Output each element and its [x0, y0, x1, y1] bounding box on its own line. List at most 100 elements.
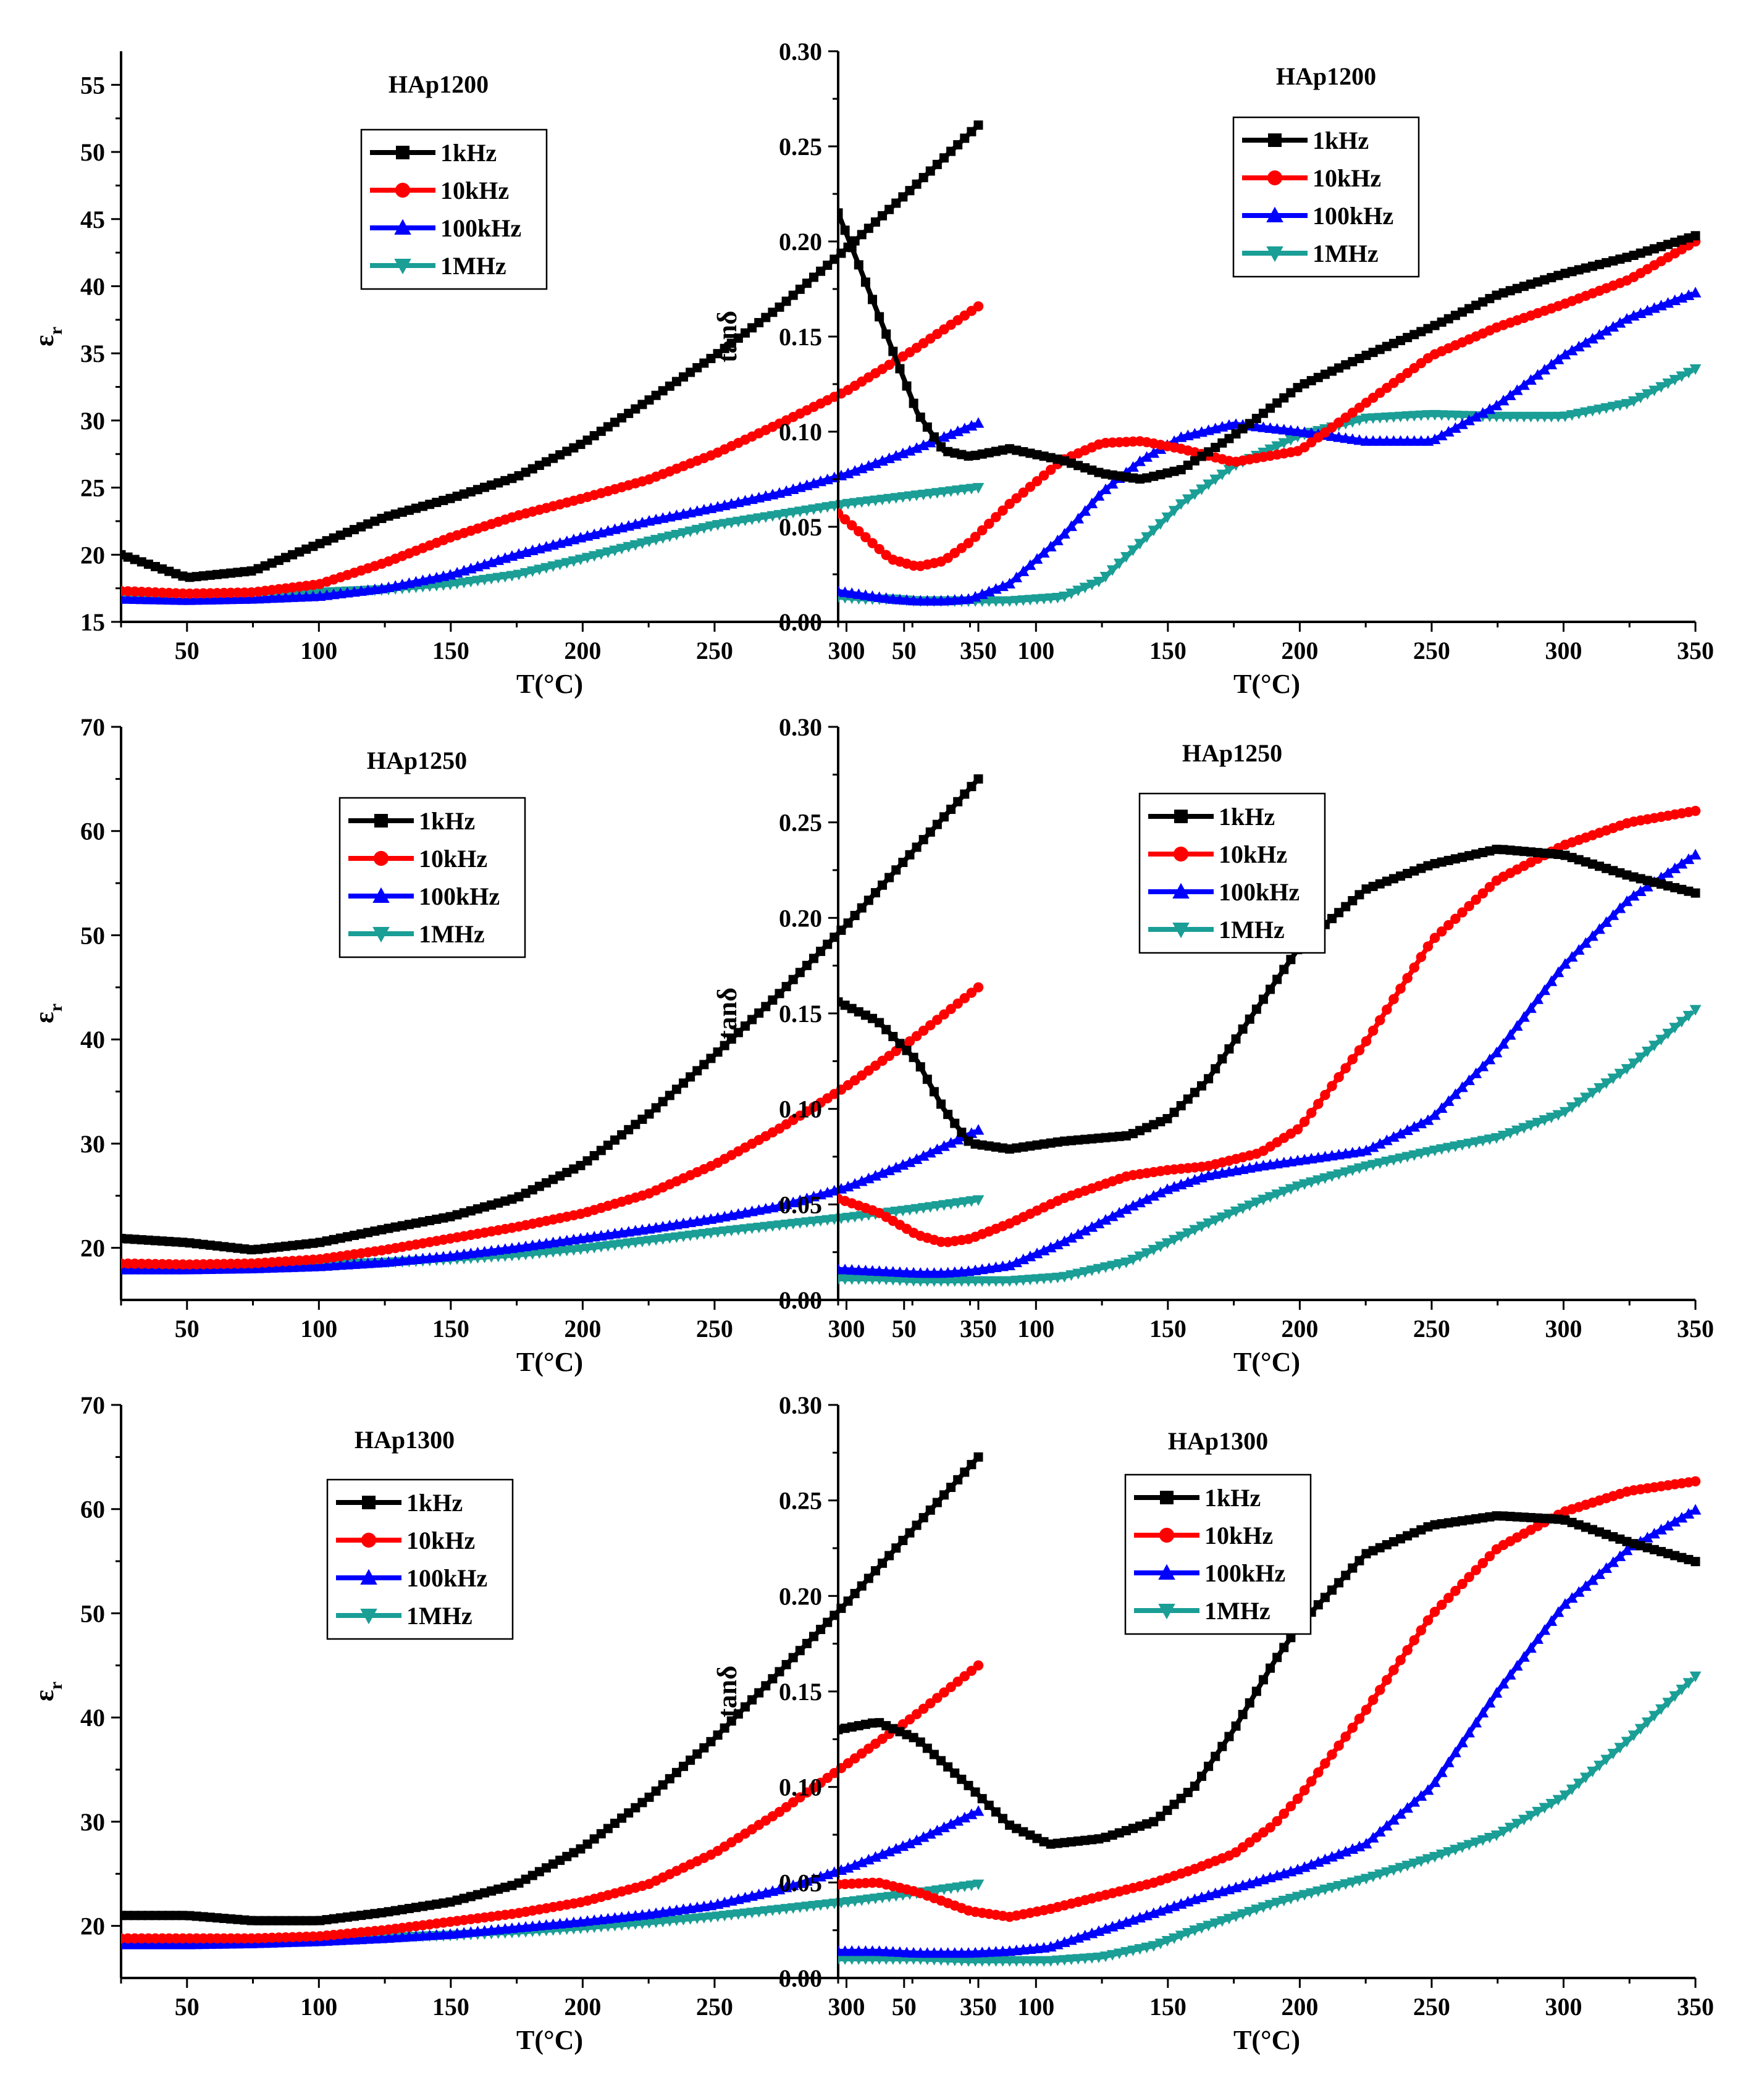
data-point [1402, 973, 1413, 984]
data-point [1689, 287, 1702, 298]
data-point [957, 1128, 967, 1138]
data-point [1614, 400, 1626, 411]
x-tick-label: 100 [300, 637, 337, 664]
data-point [965, 1880, 978, 1892]
data-point [1573, 1586, 1585, 1597]
data-point [924, 1828, 936, 1839]
data-point [875, 312, 884, 322]
y-axis-label-main: ε [29, 335, 59, 346]
data-point [1436, 926, 1447, 937]
data-point [1395, 983, 1406, 994]
data-point [1450, 1586, 1461, 1596]
data-point [1059, 527, 1070, 539]
data-point [1154, 1186, 1167, 1197]
data-point [1470, 411, 1482, 422]
data-point [909, 398, 918, 408]
data-point [1134, 1944, 1146, 1955]
data-point [1380, 1157, 1393, 1168]
data-point [1662, 1698, 1674, 1709]
data-point [1367, 1160, 1379, 1171]
x-tick-label: 300 [1545, 1993, 1582, 2021]
data-point [781, 1660, 791, 1670]
data-point [718, 1226, 731, 1238]
data-point [960, 789, 970, 799]
data-point [1279, 965, 1289, 974]
data-point [1086, 579, 1098, 591]
data-point [705, 521, 717, 532]
data-point [1209, 1215, 1222, 1226]
data-point [1367, 1141, 1379, 1152]
data-point [1113, 1207, 1125, 1218]
x-tick-label: 350 [1677, 637, 1714, 664]
data-point [1258, 1675, 1268, 1685]
data-point [952, 1198, 964, 1209]
data-point [1051, 1272, 1064, 1284]
data-point [1579, 937, 1592, 948]
data-point [1271, 441, 1283, 452]
data-point [1429, 1851, 1441, 1863]
data-point [1497, 1827, 1510, 1838]
legend-marker [1267, 170, 1283, 186]
data-point [472, 576, 484, 587]
data-point [760, 512, 772, 523]
data-point [1600, 1562, 1613, 1573]
data-point [870, 1170, 881, 1181]
data-point [1217, 1741, 1227, 1751]
data-point [1477, 888, 1489, 899]
data-point [1600, 1078, 1613, 1089]
data-point [581, 1243, 594, 1255]
data-point [1305, 1888, 1317, 1899]
data-point [1587, 1766, 1598, 1778]
data-point [1511, 1660, 1523, 1671]
data-point [1463, 414, 1475, 425]
data-point [1093, 1263, 1105, 1275]
data-point [1334, 1578, 1344, 1588]
data-point [1258, 994, 1268, 1004]
data-point [1264, 422, 1276, 433]
x-tick-label: 100 [300, 1993, 337, 2021]
data-point [1456, 1737, 1468, 1748]
data-point [1203, 1218, 1214, 1230]
data-point [754, 1688, 764, 1698]
data-point [884, 1551, 894, 1561]
data-point [1106, 1210, 1119, 1221]
data-point [1607, 1748, 1619, 1760]
data-point [1346, 1165, 1359, 1176]
data-point [1285, 1893, 1297, 1905]
data-point [795, 968, 805, 978]
data-point [946, 1004, 956, 1015]
data-point [712, 520, 724, 531]
data-point [932, 1015, 943, 1025]
data-point [1327, 1749, 1337, 1760]
data-point [843, 918, 853, 928]
data-point [891, 1543, 901, 1553]
data-point [1539, 984, 1551, 995]
data-point [965, 1808, 978, 1819]
data-point [880, 592, 892, 603]
data-point [1594, 329, 1605, 340]
data-point [809, 1632, 819, 1641]
data-point [1237, 1909, 1249, 1920]
legend-label: 100kHz [1204, 1559, 1285, 1587]
legend-label: 10kHz [1204, 1522, 1273, 1549]
data-point [925, 827, 935, 837]
data-point [1079, 1267, 1091, 1278]
data-point [1579, 1772, 1592, 1783]
y-tick-label: 0.30 [779, 713, 822, 741]
data-point [787, 1218, 799, 1230]
data-point [1456, 1081, 1468, 1092]
y-tick-label: 50 [80, 138, 105, 166]
data-point [1238, 1709, 1248, 1719]
data-point [1456, 1140, 1468, 1151]
data-point [801, 505, 813, 516]
data-point [1497, 1678, 1510, 1689]
data-point [1395, 1863, 1406, 1874]
data-point [1388, 1155, 1400, 1166]
data-point [629, 1238, 642, 1249]
data-point [1552, 1606, 1564, 1617]
data-point [1079, 582, 1091, 593]
data-point [1306, 1776, 1317, 1787]
data-point [733, 1709, 743, 1719]
data-point [1313, 1767, 1324, 1778]
data-point [1559, 1598, 1571, 1609]
